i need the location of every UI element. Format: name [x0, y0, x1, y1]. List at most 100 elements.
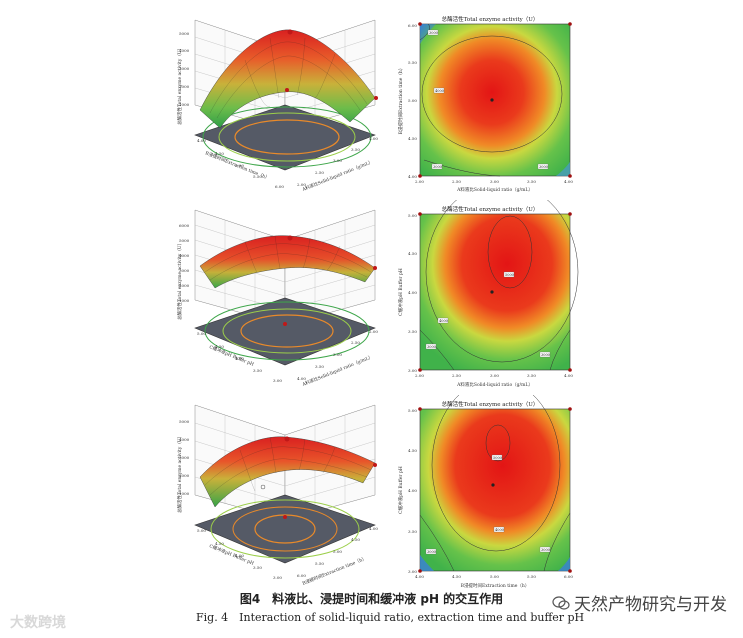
y-axis-label: C缓冲液pH Buffer pH — [397, 466, 404, 514]
figure-row-3: 1000 2000 3000 4000 5000 总酶活性Total enzym… — [0, 395, 743, 595]
contour-line — [421, 35, 563, 153]
y-tick: 3.00 — [408, 368, 417, 373]
center-point — [490, 290, 494, 294]
contour-line — [425, 200, 579, 363]
z-axis-label: 总酶活性Total enzyme activity（U） — [176, 241, 183, 320]
x-tick: 3.50 — [527, 373, 536, 378]
y-tick: 4.00 — [197, 138, 206, 143]
contour-label: 4000 — [439, 319, 448, 323]
y-tick: 4.00 — [408, 174, 417, 179]
optimum-point — [287, 29, 293, 35]
figure-row-1: 1000 2000 3000 4000 5000 总酶活性Total enzym… — [0, 10, 743, 195]
z-tick: 4000 — [179, 437, 190, 442]
y-tick: 5.00 — [408, 98, 417, 103]
optimum-point — [287, 235, 293, 241]
center-point — [491, 483, 495, 487]
z-tick: 3000 — [179, 66, 190, 71]
x-tick: 4.00 — [415, 574, 424, 579]
contour-field — [419, 408, 571, 572]
contour-label: 3000 — [429, 31, 438, 35]
z-tick: 3000 — [179, 455, 190, 460]
y-tick: 5.00 — [197, 528, 206, 533]
response-surface — [199, 29, 376, 129]
figure-caption-chinese: 图4 料液比、浸提时间和缓冲液 pH 的交互作用 — [239, 592, 504, 606]
x-tick: 6.00 — [297, 573, 306, 578]
z-tick: 4000 — [179, 48, 190, 53]
z-tick: 2000 — [179, 283, 190, 288]
contour-label: 5000 — [505, 273, 514, 277]
surface-plot-3: 1000 2000 3000 4000 5000 总酶活性Total enzym… — [176, 404, 378, 587]
watermark-left: 大数跨境 — [10, 615, 66, 631]
y-tick: 4.50 — [408, 136, 417, 141]
y-tick: 4.50 — [215, 344, 224, 349]
x-tick: 4.00 — [564, 179, 573, 184]
x-tick: 3.50 — [351, 147, 360, 152]
contour-line — [423, 159, 501, 177]
y-tick: 3.50 — [408, 529, 417, 534]
x-tick: 3.00 — [490, 179, 499, 184]
y-axis-label: B浸提时间Extraction time（h） — [397, 66, 404, 135]
x-axis-label: A料液比Solid-liquid ratio（g/mL） — [456, 186, 533, 193]
watermark-right: 天然产物研究与开发 — [552, 590, 727, 615]
contour-label: 3000 — [427, 550, 436, 554]
y-tick: 5.50 — [253, 174, 262, 179]
optimum-point — [284, 436, 290, 442]
x-tick: 4.50 — [452, 574, 461, 579]
y-tick: 3.00 — [273, 378, 282, 383]
y-tick: 5.50 — [408, 60, 417, 65]
x-tick: 2.50 — [315, 170, 324, 175]
wechat-icon — [552, 595, 570, 610]
x-tick: 3.00 — [333, 352, 342, 357]
z-tick: 5000 — [179, 31, 190, 36]
y-tick: 4.00 — [235, 356, 244, 361]
x-axis-label: B浸提时间Extraction time（h） — [461, 582, 530, 589]
watermark-right-text: 天然产物研究与开发 — [574, 595, 727, 615]
z-axis-label: 总酶活性Total enzyme activity（U） — [176, 46, 183, 125]
contour-plot-1: 总酶活性Total enzyme activity（U） 4000 3000 3… — [397, 15, 573, 193]
x-tick: 5.50 — [315, 561, 324, 566]
floor-projection — [194, 494, 376, 564]
x-tick: 4.00 — [369, 136, 378, 141]
x-tick: 5.00 — [333, 549, 342, 554]
contour-label: 3000 — [541, 548, 550, 552]
x-tick: 4.00 — [564, 373, 573, 378]
y-tick: 4.50 — [215, 151, 224, 156]
contour-field — [419, 23, 571, 177]
x-tick: 3.00 — [490, 373, 499, 378]
y-tick: 4.00 — [235, 553, 244, 558]
y-axis-label: C缓冲液pH Buffer pH — [397, 268, 404, 316]
contour-plot-2: 总酶活性Total enzyme activity（U） 5000 4000 3… — [397, 200, 579, 388]
contour-field — [419, 213, 571, 371]
x-tick: 2.00 — [297, 182, 306, 187]
y-tick: 3.50 — [408, 329, 417, 334]
y-tick: 3.00 — [408, 569, 417, 574]
x-tick: 4.50 — [351, 537, 360, 542]
x-tick: 2.50 — [452, 179, 461, 184]
y-tick: 4.00 — [408, 290, 417, 295]
z-tick: 1000 — [179, 298, 190, 303]
figure-row-2: 1000 2000 3000 4000 5000 6000 总酶活性Total … — [0, 200, 743, 390]
x-tick: 2.50 — [351, 340, 360, 345]
x-tick: 5.50 — [527, 574, 536, 579]
contour-line — [431, 395, 561, 552]
y-tick: 5.00 — [197, 331, 206, 336]
z-tick: 6000 — [179, 223, 190, 228]
z-tick: 3000 — [179, 268, 190, 273]
y-tick: 4.00 — [408, 488, 417, 493]
contour-label: 3000 — [433, 165, 442, 169]
y-tick: 5.00 — [408, 408, 417, 413]
contour-label: 5000 — [493, 456, 502, 460]
y-tick: 5.00 — [408, 213, 417, 218]
figure-caption-english: Fig. 4 Interaction of solid-liquid ratio… — [196, 611, 585, 624]
y-tick: 3.50 — [253, 368, 262, 373]
contour-title: 总酶活性Total enzyme activity（U） — [442, 205, 539, 213]
x-tick: 2.50 — [452, 373, 461, 378]
z-tick: 2000 — [179, 84, 190, 89]
y-tick: 4.50 — [215, 541, 224, 546]
contour-title: 总酶活性Total enzyme activity（U） — [442, 400, 539, 408]
y-tick: 4.50 — [408, 448, 417, 453]
x-tick: 3.50 — [527, 179, 536, 184]
contour-label: 3000 — [541, 353, 550, 357]
y-tick: 3.50 — [253, 565, 262, 570]
contour-label: 3000 — [539, 165, 548, 169]
